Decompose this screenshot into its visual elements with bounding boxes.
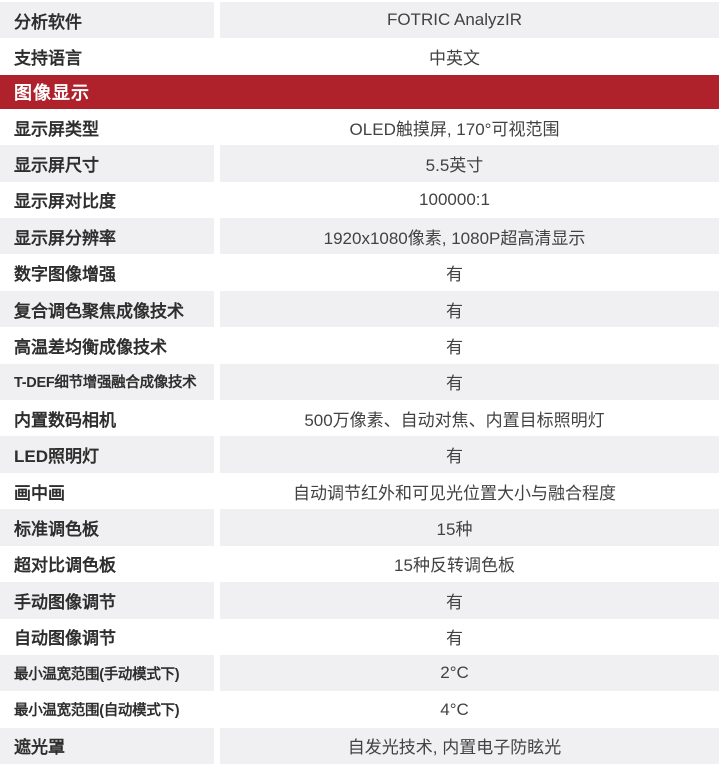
column-divider — [214, 582, 220, 619]
spec-value: 有 — [220, 582, 719, 619]
column-divider — [214, 181, 220, 219]
table-row: 标准调色板 15种 — [0, 509, 719, 546]
spec-value: 5.5英寸 — [220, 145, 719, 182]
spec-value: 有 — [220, 290, 719, 328]
column-divider — [214, 363, 220, 401]
table-row: 分析软件 FOTRIC AnalyzIR — [0, 2, 719, 39]
column-divider — [214, 654, 220, 692]
spec-label: 显示屏对比度 — [14, 192, 116, 212]
table-row: LED照明灯有 — [0, 436, 719, 473]
table-row: 自动图像调节 有 — [0, 618, 719, 655]
table-row: 数字图像增强 有 — [0, 254, 719, 291]
spec-value: 自发光技术, 内置电子防眩光 — [220, 727, 719, 764]
column-divider — [214, 2, 220, 39]
spec-value: 2°C — [220, 654, 719, 692]
table-row: 支持语言 中英文 — [0, 38, 719, 75]
spec-value: 自动调节红外和可见光位置大小与融合程度 — [293, 483, 616, 503]
table-row: 手动图像调节有 — [0, 582, 719, 619]
table-row: 显示屏分辨率 1920x1080像素, 1080P超高清显示 — [0, 218, 719, 255]
spec-label: 遮光罩 — [0, 727, 214, 764]
spec-value: 100000:1 — [419, 189, 490, 209]
spec-value: 有 — [446, 629, 463, 649]
spec-value: FOTRIC AnalyzIR — [220, 2, 719, 39]
spec-value: 中英文 — [429, 49, 480, 69]
spec-label: 最小温宽范围(自动模式下) — [14, 703, 180, 720]
column-divider — [214, 618, 220, 655]
spec-value: 1920x1080像素, 1080P超高清显示 — [220, 218, 719, 255]
column-divider — [214, 290, 220, 328]
table-row: 画中画 自动调节红外和可见光位置大小与融合程度 — [0, 472, 719, 510]
spec-label: 自动图像调节 — [14, 629, 116, 649]
column-divider — [214, 436, 220, 473]
spec-label: 画中画 — [14, 483, 65, 503]
spec-label: 手动图像调节 — [0, 582, 214, 619]
spec-label: 超对比调色板 — [14, 556, 116, 576]
table-row: 遮光罩 自发光技术, 内置电子防眩光 — [0, 727, 719, 764]
column-divider — [214, 727, 220, 764]
table-row: 显示屏对比度 100000:1 — [0, 181, 719, 219]
column-divider — [214, 472, 220, 510]
column-divider — [214, 108, 220, 146]
spec-value: 15种 — [220, 509, 719, 546]
spec-label: 标准调色板 — [0, 509, 214, 546]
column-divider — [214, 400, 220, 437]
table-row: 超对比调色板 15种反转调色板 — [0, 545, 719, 583]
spec-label: 最小温宽范围(手动模式下) — [0, 654, 214, 692]
spec-label: T-DEF细节增强融合成像技术 — [0, 363, 214, 401]
table-row: 高温差均衡成像技术 有 — [0, 327, 719, 364]
spec-value: 有 — [446, 337, 463, 357]
column-divider — [214, 327, 220, 364]
spec-value: 500万像素、自动对焦、内置目标照明灯 — [304, 410, 605, 430]
column-divider — [214, 254, 220, 291]
column-divider — [214, 218, 220, 255]
spec-label: 显示屏类型 — [14, 119, 99, 139]
spec-label: 复合调色聚焦成像技术 — [0, 290, 214, 328]
spec-label: 分析软件 — [0, 2, 214, 39]
spec-value: 有 — [446, 265, 463, 285]
spec-label: 显示屏分辨率 — [0, 218, 214, 255]
spec-value: OLED触摸屏, 170°可视范围 — [349, 119, 560, 139]
spec-label: 内置数码相机 — [14, 410, 116, 430]
spec-label: 显示屏尺寸 — [0, 145, 214, 182]
section-header: 图像显示 — [0, 74, 719, 109]
spec-value: 4°C — [440, 699, 469, 719]
table-row: 显示屏尺寸 5.5英寸 — [0, 145, 719, 182]
section-title: 图像显示 — [14, 82, 90, 103]
spec-label: 数字图像增强 — [14, 265, 116, 285]
table-row: 最小温宽范围(自动模式下) 4°C — [0, 691, 719, 728]
spec-label: 高温差均衡成像技术 — [14, 337, 167, 357]
table-row: 最小温宽范围(手动模式下) 2°C — [0, 654, 719, 692]
spec-value: 15种反转调色板 — [394, 556, 515, 576]
spec-value: 有 — [220, 436, 719, 473]
table-row: T-DEF细节增强融合成像技术有 — [0, 363, 719, 401]
column-divider — [214, 545, 220, 583]
spec-label: 支持语言 — [14, 49, 82, 69]
column-divider — [214, 38, 220, 75]
spec-label: LED照明灯 — [0, 436, 214, 473]
table-row: 复合调色聚焦成像技术有 — [0, 290, 719, 328]
spec-value: 有 — [220, 363, 719, 401]
table-row: 显示屏类型 OLED触摸屏, 170°可视范围 — [0, 108, 719, 146]
column-divider — [214, 509, 220, 546]
column-divider — [214, 691, 220, 728]
table-row: 内置数码相机 500万像素、自动对焦、内置目标照明灯 — [0, 400, 719, 437]
column-divider — [214, 145, 220, 182]
